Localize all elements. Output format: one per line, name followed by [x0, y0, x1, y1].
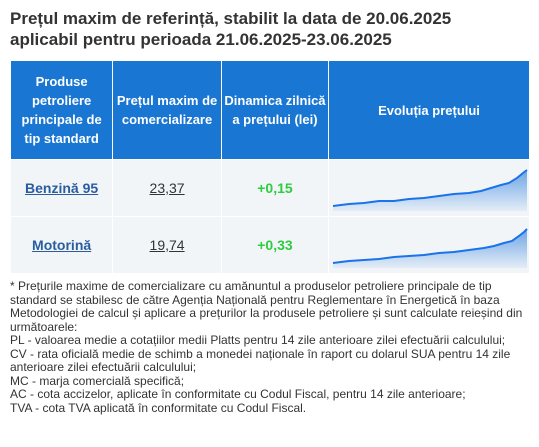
sparkline-area [333, 169, 527, 211]
sparkline-line [332, 168, 528, 207]
note: MC - marja comercială specifică; [10, 373, 185, 388]
cell: Motorină [9, 216, 114, 274]
column-header: Produse petroliere principale de tip sta… [9, 60, 114, 160]
subtitle: aplicabil pentru perioada 21.06.2025-23.… [10, 30, 392, 49]
header-row: Produse petroliere principale de tip sta… [9, 60, 530, 160]
cell: Benzină 95 [9, 159, 114, 217]
row: Motorină 19,74 +0,33 [9, 216, 530, 274]
column-header: Evoluția prețului [328, 60, 530, 160]
title: Prețul maxim de referință, stabilit la d… [10, 8, 530, 50]
note: CV - rata oficială medie de schimb a mon… [10, 346, 511, 374]
sparkline [332, 227, 528, 268]
note: TVA - cota TVA aplicată în conformitate … [10, 400, 307, 415]
column-header: Dinamica zilnică a prețului (lei) [220, 60, 330, 160]
cell: 19,74 [112, 216, 222, 274]
cell [328, 159, 530, 217]
price: 23,37 [149, 180, 185, 196]
cell: +0,15 [220, 159, 330, 217]
cell: +0,33 [220, 216, 330, 274]
dynamic: +0,33 [257, 237, 293, 253]
cell [328, 216, 530, 274]
price-table: Produse petroliere principale de tip sta… [9, 60, 530, 274]
column-header: Prețul maxim de comercializare [112, 60, 222, 160]
notes: * Prețurile maxime de comercializare cu … [10, 279, 530, 415]
title-line: Prețul maxim de referință, stabilit la d… [10, 9, 452, 28]
widget: Prețul maxim de referință, stabilit la d… [9, 8, 530, 415]
note: AC - cota accizelor, aplicate în conform… [10, 387, 466, 401]
sparkline-line [332, 227, 528, 264]
cell: 23,37 [112, 159, 222, 217]
note: * Prețurile maxime de comercializare cu … [10, 279, 523, 334]
dynamic: +0,15 [257, 180, 293, 196]
row: Benzină 95 23,37 +0,15 [9, 159, 530, 217]
product-link[interactable]: Motorină [32, 237, 92, 253]
sparkline [332, 168, 528, 211]
price: 19,74 [149, 237, 185, 253]
sparkline-area [333, 228, 527, 268]
note: PL - valoarea medie a cotațiilor medii P… [10, 333, 506, 347]
product-link[interactable]: Benzină 95 [25, 180, 99, 196]
